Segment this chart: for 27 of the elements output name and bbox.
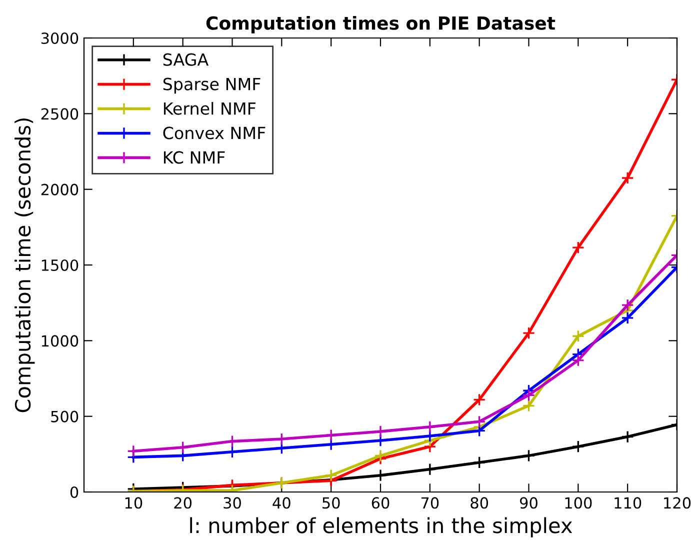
x-tick-label: 80 — [470, 497, 488, 509]
y-tick-label: 3000 — [41, 32, 78, 44]
legend-label: Convex NMF — [163, 126, 266, 140]
x-tick-label: 50 — [322, 497, 340, 509]
y-axis-title: Computation time (seconds) — [14, 118, 35, 412]
y-tick-label: 1500 — [42, 259, 78, 272]
x-tick-label: 110 — [614, 497, 642, 509]
x-tick-label: 10 — [125, 497, 142, 509]
x-tick-label: 30 — [224, 497, 241, 509]
legend-label: KC NMF — [164, 151, 225, 164]
x-tick-label: 70 — [421, 497, 439, 509]
legend-label: SAGA — [163, 53, 209, 66]
x-tick-label: 60 — [372, 497, 390, 509]
x-tick-label: 40 — [272, 497, 290, 509]
x-tick-label: 90 — [520, 497, 538, 509]
legend-label: Sparse NMF — [163, 78, 260, 94]
legend-label: Kernel NMF — [164, 102, 256, 115]
x-tick-label: 120 — [664, 497, 691, 509]
x-axis-title: l: number of elements in the simplex — [190, 517, 572, 538]
y-tick-label: 1000 — [42, 335, 78, 347]
x-tick-label: 100 — [565, 497, 592, 509]
chart-title: Computation times on PIE Dataset — [206, 16, 556, 34]
x-tick-label: 20 — [174, 497, 192, 509]
y-tick-label: 2500 — [41, 108, 78, 120]
y-tick-label: 2000 — [41, 184, 78, 196]
y-tick-label: 500 — [51, 410, 78, 422]
y-tick-label: 0 — [70, 486, 78, 498]
